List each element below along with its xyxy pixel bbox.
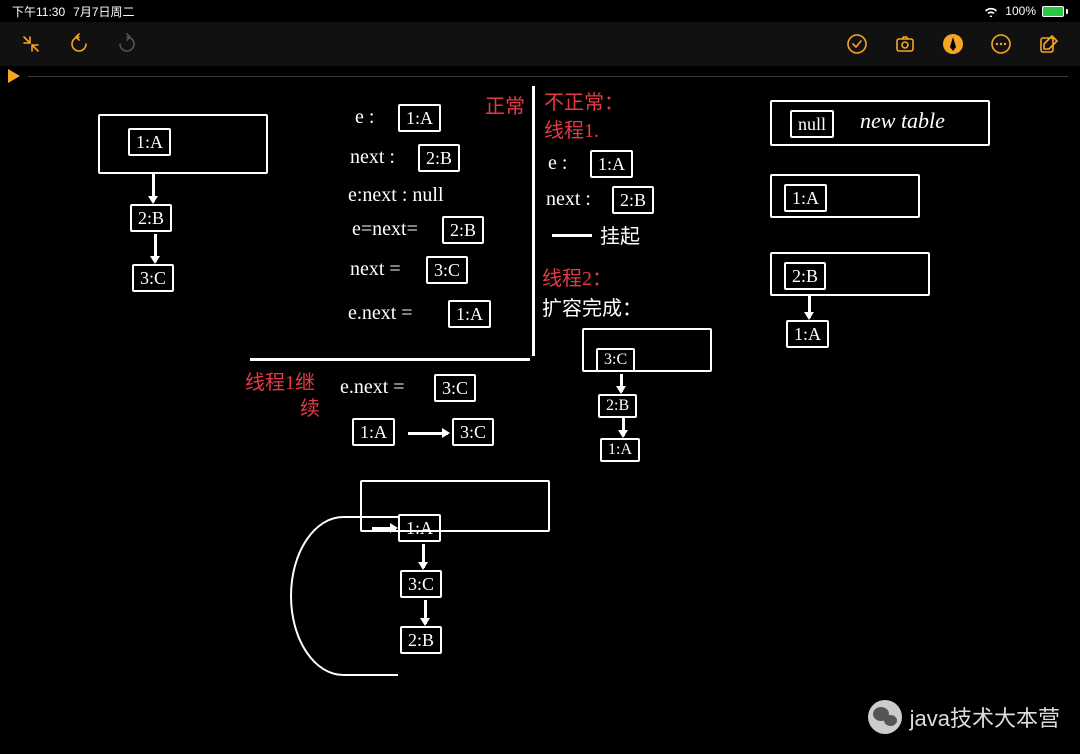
wechat-icon (868, 700, 902, 734)
node-t2-3c: 3:C (596, 348, 635, 372)
node-loop-2b: 2:B (400, 626, 442, 654)
node-1a-flow: 1:A (352, 418, 395, 446)
arrow-t2-2 (622, 418, 625, 436)
node-3c-left: 3:C (132, 264, 174, 292)
drawing-canvas[interactable]: 1:A 2:B 3:C 正常 e : 1:A next : 2:B e:next… (0, 66, 1080, 754)
loop-arc (290, 516, 398, 676)
node-t2-2b: 2:B (598, 394, 637, 418)
status-right: 100% (983, 4, 1068, 18)
watermark-text: java技术大本营 (910, 701, 1060, 733)
label-thread1: 线程1. (544, 114, 599, 143)
node-2b-left: 2:B (130, 204, 172, 232)
expr-next: next : (350, 146, 395, 169)
timeline[interactable] (0, 66, 1080, 86)
camera-icon[interactable] (894, 33, 916, 55)
separator-mid-h (250, 358, 530, 361)
arrow-loop-enter (372, 527, 396, 530)
battery-text: 100% (1005, 4, 1036, 18)
pen-icon[interactable] (942, 33, 964, 55)
arrow-loop-2 (424, 600, 427, 624)
node-loop-3c: 3:C (400, 570, 442, 598)
node-nt-1a: 1:A (784, 184, 827, 212)
play-icon[interactable] (8, 69, 20, 83)
node-next-r-2b: 2:B (612, 186, 654, 214)
expr-enext-3c: e.next = (340, 376, 405, 399)
label-new-table: new table (860, 108, 945, 134)
node-1a-left: 1:A (128, 128, 171, 156)
collapse-icon[interactable] (20, 33, 42, 55)
timeline-track[interactable] (28, 76, 1068, 77)
expr-next2: next = (350, 258, 401, 281)
toolbar-left (20, 33, 138, 55)
center-divider (532, 86, 535, 356)
undo-icon[interactable] (68, 33, 90, 55)
status-left: 下午11:30 7月7日周二 (12, 3, 135, 20)
wifi-icon (983, 5, 999, 17)
arrow-left-1 (152, 174, 155, 202)
status-date: 7月7日周二 (73, 3, 134, 20)
node-enext-1a-val: 1:A (448, 300, 491, 328)
more-icon[interactable] (990, 33, 1012, 55)
node-enext-3c-val: 3:C (434, 374, 476, 402)
node-e-1a: 1:A (398, 104, 441, 132)
label-thread1-resume-a: 线程1继 (245, 366, 315, 395)
expr-enext-1a: e.next = (348, 302, 413, 325)
node-null: null (790, 110, 834, 138)
status-time: 下午11:30 (12, 3, 65, 20)
node-next-3c: 3:C (426, 256, 468, 284)
node-e-r-1a: 1:A (590, 150, 633, 178)
expr-e-r: e : (548, 152, 567, 175)
node-nt-2b: 2:B (784, 262, 826, 290)
label-thread1-resume-b: 续 (300, 392, 320, 421)
node-t2-1a: 1:A (600, 438, 640, 462)
expr-enext-null: e:next : null (348, 184, 444, 207)
arrow-flow-h (408, 432, 448, 435)
check-icon[interactable] (846, 33, 868, 55)
label-thread2: 线程2： (542, 262, 612, 291)
arrow-nt-1 (808, 296, 811, 318)
expr-next-r: next : (546, 188, 591, 211)
label-abnormal: 不正常： (544, 86, 624, 115)
toolbar (0, 22, 1080, 66)
label-resize-done: 扩容完成： (542, 292, 642, 321)
node-nt-1a2: 1:A (786, 320, 829, 348)
expr-e-assign-next: e=next= (352, 218, 418, 241)
watermark: java技术大本营 (868, 700, 1060, 734)
label-normal: 正常 (485, 90, 525, 119)
node-loop-1a: 1:A (398, 514, 441, 542)
arrow-t2-1 (620, 374, 623, 392)
node-3c-flow: 3:C (452, 418, 494, 446)
label-suspend: 挂起 (600, 220, 640, 249)
toolbar-right (846, 33, 1060, 55)
redo-icon[interactable] (116, 33, 138, 55)
expr-e: e : (355, 106, 374, 129)
left-slot-rect (98, 114, 268, 174)
status-bar: 下午11:30 7月7日周二 100% (0, 0, 1080, 22)
node-next-2b: 2:B (418, 144, 460, 172)
node-enext-2b: 2:B (442, 216, 484, 244)
arrow-loop-1 (422, 544, 425, 568)
compose-icon[interactable] (1038, 33, 1060, 55)
arrow-left-2 (154, 234, 157, 262)
battery-icon (1042, 6, 1068, 17)
dash-suspend (552, 234, 592, 237)
